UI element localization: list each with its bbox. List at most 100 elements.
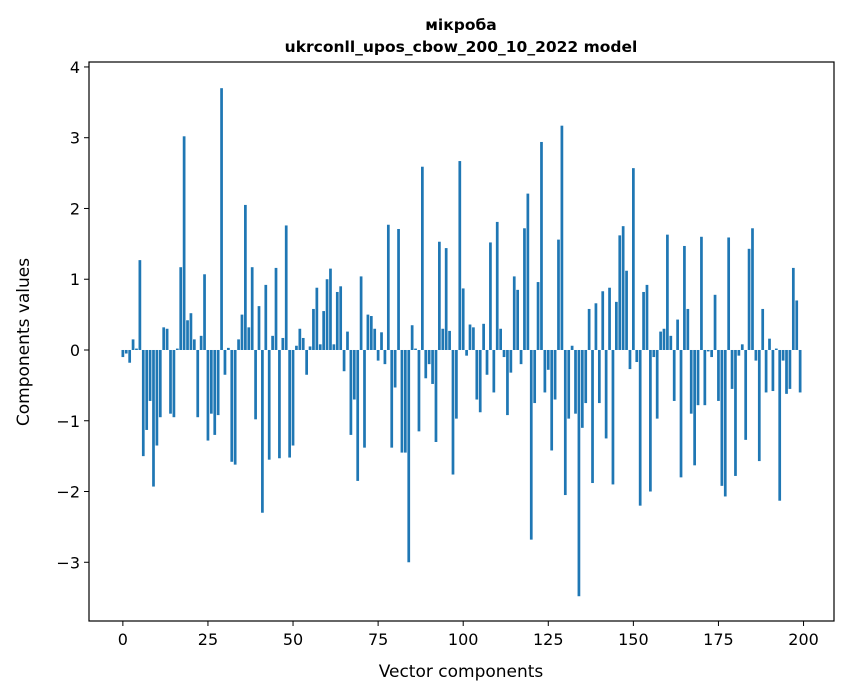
bar-38 [250, 267, 254, 350]
bar-134 [577, 349, 581, 597]
bar-115 [512, 276, 516, 350]
bar-136 [584, 349, 588, 404]
bar-141 [601, 291, 605, 350]
bar-127 [553, 349, 557, 400]
bar-192 [774, 348, 778, 350]
bar-48 [284, 225, 288, 350]
bar-35 [240, 314, 244, 350]
y-tick-label--3: −3 [56, 553, 80, 572]
x-tick-label-175: 175 [703, 630, 734, 649]
bar-58 [318, 344, 322, 350]
y-axis-label: Components values [14, 258, 34, 426]
bar-79 [390, 349, 394, 448]
bar-137 [587, 308, 591, 350]
bar-179 [730, 349, 734, 389]
bar-106 [482, 323, 485, 350]
bar-90 [427, 349, 431, 365]
bar-195 [785, 349, 788, 394]
bar-105 [478, 349, 482, 413]
bar-176 [720, 349, 724, 486]
bar-73 [369, 316, 373, 350]
bar-99 [458, 161, 462, 350]
bar-104 [475, 349, 479, 400]
bar-20 [189, 313, 193, 350]
bar-112 [502, 349, 506, 358]
bar-187 [757, 349, 761, 462]
bar-180 [734, 349, 737, 476]
x-tick-label-0: 0 [118, 630, 128, 649]
bar-157 [655, 349, 659, 419]
bar-114 [509, 349, 513, 373]
bar-93 [438, 241, 441, 350]
bar-196 [788, 349, 792, 389]
bar-77 [383, 349, 387, 365]
bar-55 [308, 346, 312, 350]
bar-121 [533, 349, 537, 404]
bar-152 [638, 349, 642, 506]
bar-135 [580, 349, 584, 428]
bar-153 [642, 291, 645, 350]
bar-110 [495, 221, 499, 350]
bar-30 [223, 349, 227, 375]
bar-51 [295, 345, 298, 350]
bar-98 [455, 349, 458, 419]
bar-64 [339, 286, 343, 350]
x-tick-label-125: 125 [533, 630, 564, 649]
bar-186 [754, 349, 758, 361]
bar-132 [570, 345, 574, 350]
bar-103 [472, 327, 475, 350]
bar-173 [710, 349, 714, 358]
bar-118 [523, 228, 526, 350]
bar-2 [128, 349, 132, 363]
bar-182 [740, 344, 744, 350]
bar-11 [158, 349, 162, 418]
bar-62 [332, 344, 336, 350]
bar-161 [669, 335, 673, 350]
bar-39 [254, 349, 257, 420]
bar-37 [247, 327, 251, 350]
bar-123 [540, 141, 543, 350]
bar-94 [441, 328, 445, 350]
bar-13 [165, 328, 169, 350]
bar-67 [349, 349, 353, 435]
bar-174 [713, 294, 717, 350]
bar-162 [672, 349, 676, 401]
bar-56 [312, 308, 315, 350]
bar-101 [465, 349, 468, 356]
bar-164 [679, 349, 683, 478]
bar-194 [781, 349, 785, 361]
bar-144 [611, 349, 615, 485]
y-tick-label-0: 0 [70, 341, 80, 360]
bar-27 [213, 349, 217, 435]
bar-71 [363, 349, 366, 448]
bar-120 [529, 349, 533, 540]
bar-113 [506, 349, 509, 416]
bar-78 [386, 224, 390, 350]
bar-91 [431, 349, 434, 384]
bar-7 [145, 349, 149, 430]
bar-89 [424, 349, 428, 379]
bar-109 [492, 349, 496, 393]
bar-143 [608, 287, 611, 350]
x-tick-label-150: 150 [618, 630, 649, 649]
bar-0 [121, 349, 125, 358]
bar-160 [666, 234, 669, 350]
chart-subtitle: ukrconll_upos_cbow_200_10_2022 model [285, 38, 638, 56]
bar-75 [376, 349, 380, 361]
bar-150 [632, 168, 635, 350]
bar-14 [169, 349, 172, 414]
bar-158 [659, 331, 662, 350]
bar-129 [560, 125, 564, 350]
bar-116 [516, 289, 520, 350]
x-axis: 0 25 50 75 100 125 150 175 200 [118, 621, 819, 649]
bar-184 [747, 248, 751, 350]
bar-199 [798, 349, 802, 393]
bar-46 [278, 349, 281, 459]
y-tick-label-4: 4 [70, 58, 80, 77]
bar-108 [489, 242, 492, 350]
bar-17 [179, 267, 183, 350]
bar-41 [261, 349, 264, 513]
bar-83 [403, 349, 407, 453]
bar-31 [227, 347, 230, 350]
bar-85 [410, 325, 414, 350]
